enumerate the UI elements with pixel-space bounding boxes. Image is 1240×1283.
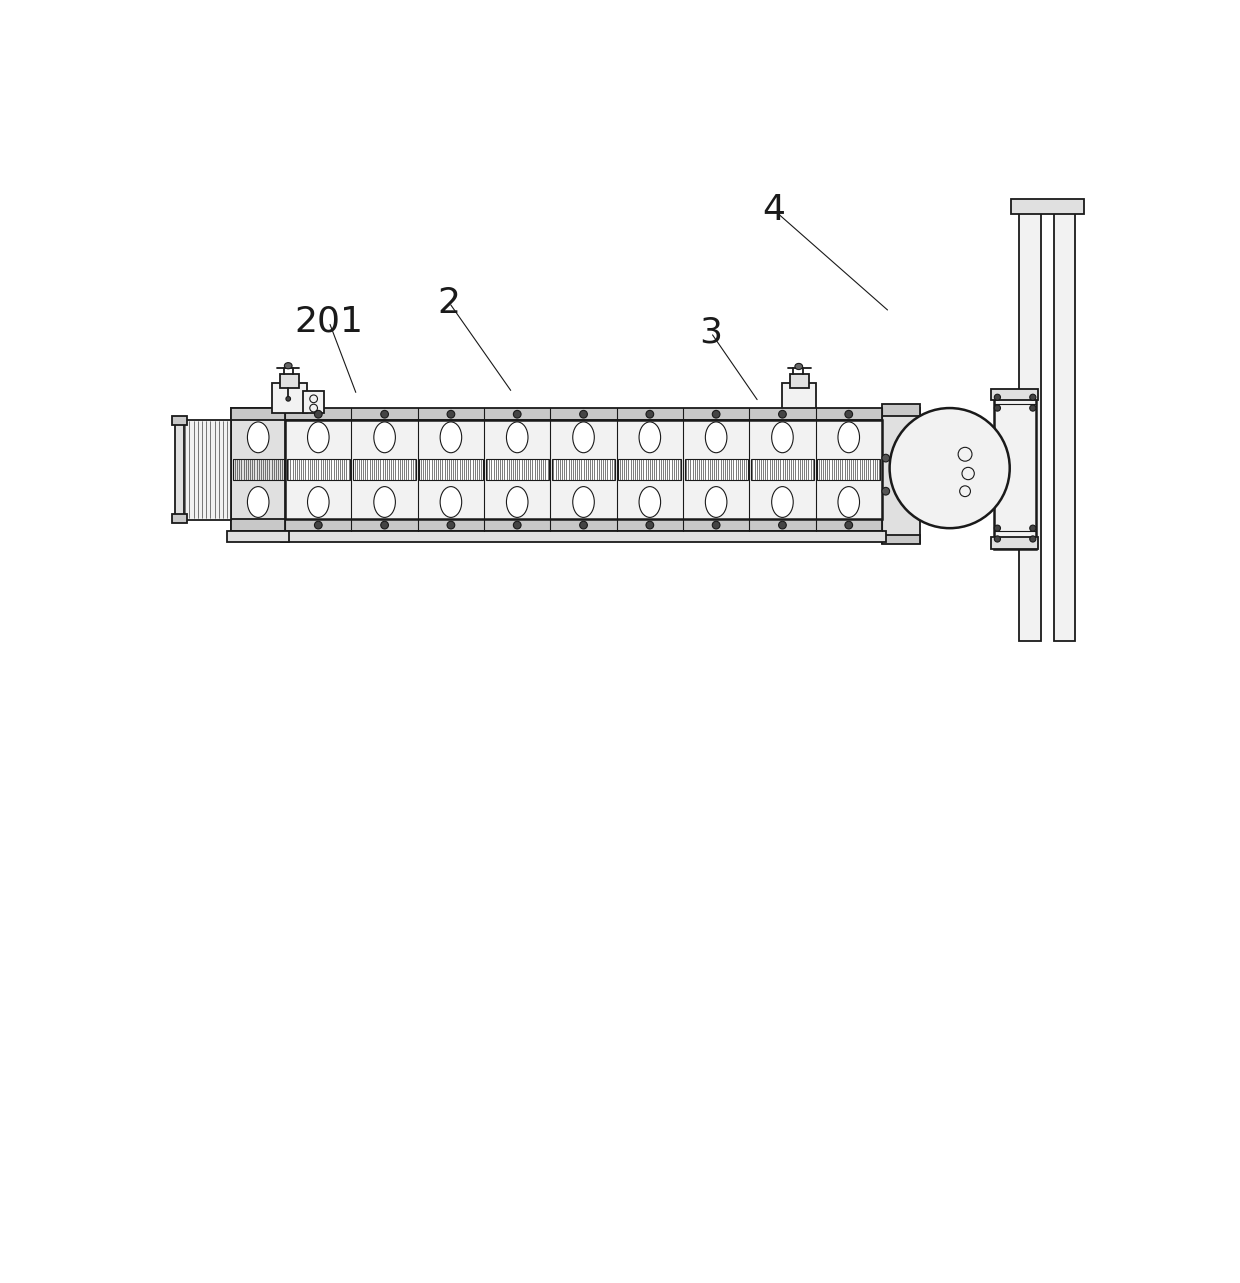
Ellipse shape bbox=[1029, 405, 1035, 411]
Bar bbox=[991, 538, 1038, 549]
Bar bbox=[175, 420, 185, 520]
Bar bbox=[882, 535, 920, 544]
Bar bbox=[231, 408, 285, 531]
Ellipse shape bbox=[373, 422, 396, 453]
Bar bbox=[233, 459, 284, 480]
Ellipse shape bbox=[573, 422, 594, 453]
Bar bbox=[828, 445, 885, 458]
Ellipse shape bbox=[795, 363, 802, 370]
Ellipse shape bbox=[1029, 525, 1035, 531]
Ellipse shape bbox=[844, 521, 853, 529]
Bar bbox=[993, 391, 1035, 549]
Text: 2: 2 bbox=[438, 286, 461, 319]
Ellipse shape bbox=[706, 422, 727, 453]
Ellipse shape bbox=[248, 486, 269, 517]
Bar bbox=[1019, 201, 1040, 640]
Ellipse shape bbox=[712, 521, 720, 529]
Bar bbox=[419, 459, 482, 480]
Bar bbox=[227, 531, 289, 541]
Ellipse shape bbox=[779, 521, 786, 529]
Ellipse shape bbox=[286, 396, 290, 402]
Ellipse shape bbox=[573, 486, 594, 517]
Circle shape bbox=[889, 408, 1009, 529]
Bar bbox=[286, 459, 350, 480]
Bar bbox=[552, 459, 615, 480]
Ellipse shape bbox=[440, 486, 461, 517]
Bar bbox=[879, 454, 890, 489]
Ellipse shape bbox=[994, 394, 1001, 400]
Text: 201: 201 bbox=[295, 305, 363, 339]
Ellipse shape bbox=[994, 405, 1001, 411]
Bar bbox=[181, 420, 231, 520]
Ellipse shape bbox=[579, 411, 588, 418]
Bar bbox=[486, 459, 549, 480]
Ellipse shape bbox=[315, 411, 322, 418]
Ellipse shape bbox=[381, 521, 388, 529]
Ellipse shape bbox=[646, 411, 653, 418]
Ellipse shape bbox=[513, 411, 521, 418]
Ellipse shape bbox=[284, 363, 293, 368]
Bar bbox=[231, 518, 285, 531]
Ellipse shape bbox=[308, 422, 329, 453]
Bar bbox=[882, 404, 920, 416]
Ellipse shape bbox=[639, 422, 661, 453]
Bar bbox=[172, 416, 187, 425]
Ellipse shape bbox=[844, 411, 853, 418]
Bar bbox=[790, 375, 808, 387]
Ellipse shape bbox=[440, 422, 461, 453]
Ellipse shape bbox=[838, 422, 859, 453]
Bar bbox=[1012, 199, 1085, 214]
Ellipse shape bbox=[646, 521, 653, 529]
Bar bbox=[231, 408, 285, 421]
Bar bbox=[285, 518, 882, 531]
Bar bbox=[619, 459, 682, 480]
Bar bbox=[272, 384, 306, 413]
Ellipse shape bbox=[248, 422, 269, 453]
Bar bbox=[818, 486, 835, 495]
Ellipse shape bbox=[506, 422, 528, 453]
Ellipse shape bbox=[448, 411, 455, 418]
Ellipse shape bbox=[838, 486, 859, 517]
Bar bbox=[281, 531, 885, 541]
Ellipse shape bbox=[381, 411, 388, 418]
Bar bbox=[280, 375, 299, 387]
Ellipse shape bbox=[639, 486, 661, 517]
Bar bbox=[172, 513, 187, 522]
Ellipse shape bbox=[373, 486, 396, 517]
Bar bbox=[285, 408, 882, 421]
Ellipse shape bbox=[771, 486, 794, 517]
Text: 3: 3 bbox=[699, 316, 723, 349]
Bar bbox=[882, 408, 920, 543]
Bar bbox=[781, 384, 816, 413]
Bar bbox=[285, 421, 882, 518]
Bar bbox=[353, 459, 417, 480]
Ellipse shape bbox=[882, 488, 889, 495]
Ellipse shape bbox=[712, 411, 720, 418]
Ellipse shape bbox=[994, 536, 1001, 541]
Bar bbox=[1054, 201, 1075, 640]
Bar bbox=[684, 459, 748, 480]
Ellipse shape bbox=[706, 486, 727, 517]
Ellipse shape bbox=[579, 521, 588, 529]
Ellipse shape bbox=[308, 486, 329, 517]
Ellipse shape bbox=[779, 411, 786, 418]
Bar bbox=[751, 459, 813, 480]
Ellipse shape bbox=[448, 521, 455, 529]
Bar bbox=[991, 389, 1038, 400]
Bar bbox=[828, 485, 885, 498]
Ellipse shape bbox=[513, 521, 521, 529]
Text: 4: 4 bbox=[763, 194, 786, 227]
Ellipse shape bbox=[882, 454, 889, 462]
Bar bbox=[817, 459, 880, 480]
Ellipse shape bbox=[1029, 536, 1035, 541]
Ellipse shape bbox=[506, 486, 528, 517]
Ellipse shape bbox=[315, 521, 322, 529]
Ellipse shape bbox=[771, 422, 794, 453]
Ellipse shape bbox=[1029, 394, 1035, 400]
Ellipse shape bbox=[994, 525, 1001, 531]
Bar bbox=[818, 441, 835, 452]
Bar bbox=[303, 391, 325, 413]
